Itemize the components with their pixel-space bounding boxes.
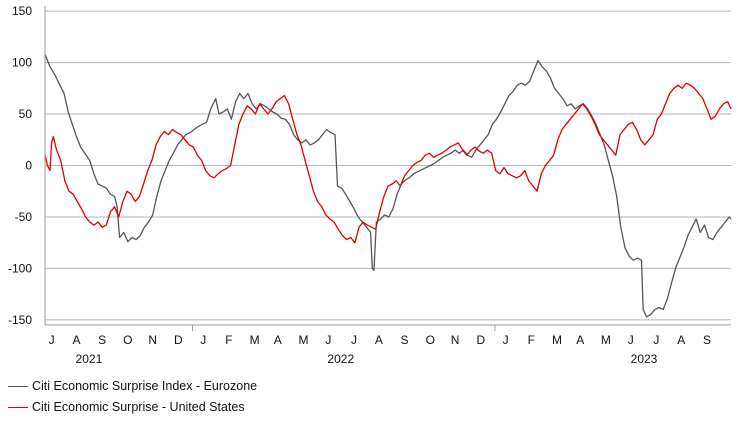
x-tick-year-label: 2022 bbox=[327, 352, 354, 366]
x-tick-month-label: M bbox=[298, 333, 308, 347]
x-tick-month-label: A bbox=[677, 333, 685, 347]
legend-swatch-united-states bbox=[8, 406, 28, 408]
x-tick-month-label: M bbox=[601, 333, 611, 347]
series-lines bbox=[44, 54, 732, 318]
x-tick-month-label: A bbox=[72, 333, 80, 347]
x-tick-month-label: J bbox=[503, 333, 509, 347]
x-tick-month-label: N bbox=[148, 333, 157, 347]
x-tick-month-label: S bbox=[401, 333, 409, 347]
x-tick-month-label: J bbox=[351, 333, 357, 347]
x-tick-year-label: 2021 bbox=[76, 352, 103, 366]
x-tick-month-label: S bbox=[703, 333, 711, 347]
x-tick-month-label: J bbox=[49, 333, 55, 347]
y-tick-label: 0 bbox=[25, 159, 32, 173]
x-tick-month-label: D bbox=[476, 333, 485, 347]
x-tick-month-label: A bbox=[375, 333, 383, 347]
x-tick-month-label: F bbox=[225, 333, 232, 347]
legend-item-united-states: Citi Economic Surprise - United States bbox=[8, 400, 245, 414]
legend-label-united-states: Citi Economic Surprise - United States bbox=[32, 400, 245, 414]
x-tick-month-label: A bbox=[576, 333, 584, 347]
y-tick-label: 100 bbox=[12, 56, 32, 70]
y-tick-label: -150 bbox=[8, 313, 32, 327]
legend-item-eurozone: Citi Economic Surprise Index - Eurozone bbox=[8, 379, 257, 393]
grid-lines bbox=[45, 10, 731, 321]
legend-label-eurozone: Citi Economic Surprise Index - Eurozone bbox=[32, 379, 258, 393]
x-tick-month-label: M bbox=[250, 333, 260, 347]
x-tick-month-label: O bbox=[426, 333, 435, 347]
x-tick-month-label: O bbox=[123, 333, 132, 347]
y-tick-label: 50 bbox=[19, 107, 33, 121]
legend-swatch-eurozone bbox=[8, 385, 28, 387]
y-axis-ticks: 150 100 50 0 -50 -100 -150 bbox=[8, 4, 32, 327]
x-tick-month-label: J bbox=[325, 333, 331, 347]
y-tick-label: 150 bbox=[12, 4, 32, 18]
x-tick-month-label: M bbox=[552, 333, 562, 347]
x-tick-month-label: J bbox=[653, 333, 659, 347]
y-tick-label: -100 bbox=[8, 261, 32, 275]
series-line-eurozone bbox=[44, 54, 732, 318]
x-tick-month-label: A bbox=[274, 333, 282, 347]
x-tick-month-label: F bbox=[528, 333, 535, 347]
x-tick-month-label: N bbox=[451, 333, 460, 347]
x-tick-month-label: D bbox=[174, 333, 183, 347]
y-tick-label: -50 bbox=[15, 210, 33, 224]
x-tick-year-label: 2023 bbox=[631, 352, 658, 366]
x-tick-month-label: J bbox=[200, 333, 206, 347]
axes bbox=[44, 6, 731, 331]
x-tick-month-label: J bbox=[628, 333, 634, 347]
x-tick-month-label: S bbox=[98, 333, 106, 347]
series-line-united-states bbox=[44, 82, 732, 244]
